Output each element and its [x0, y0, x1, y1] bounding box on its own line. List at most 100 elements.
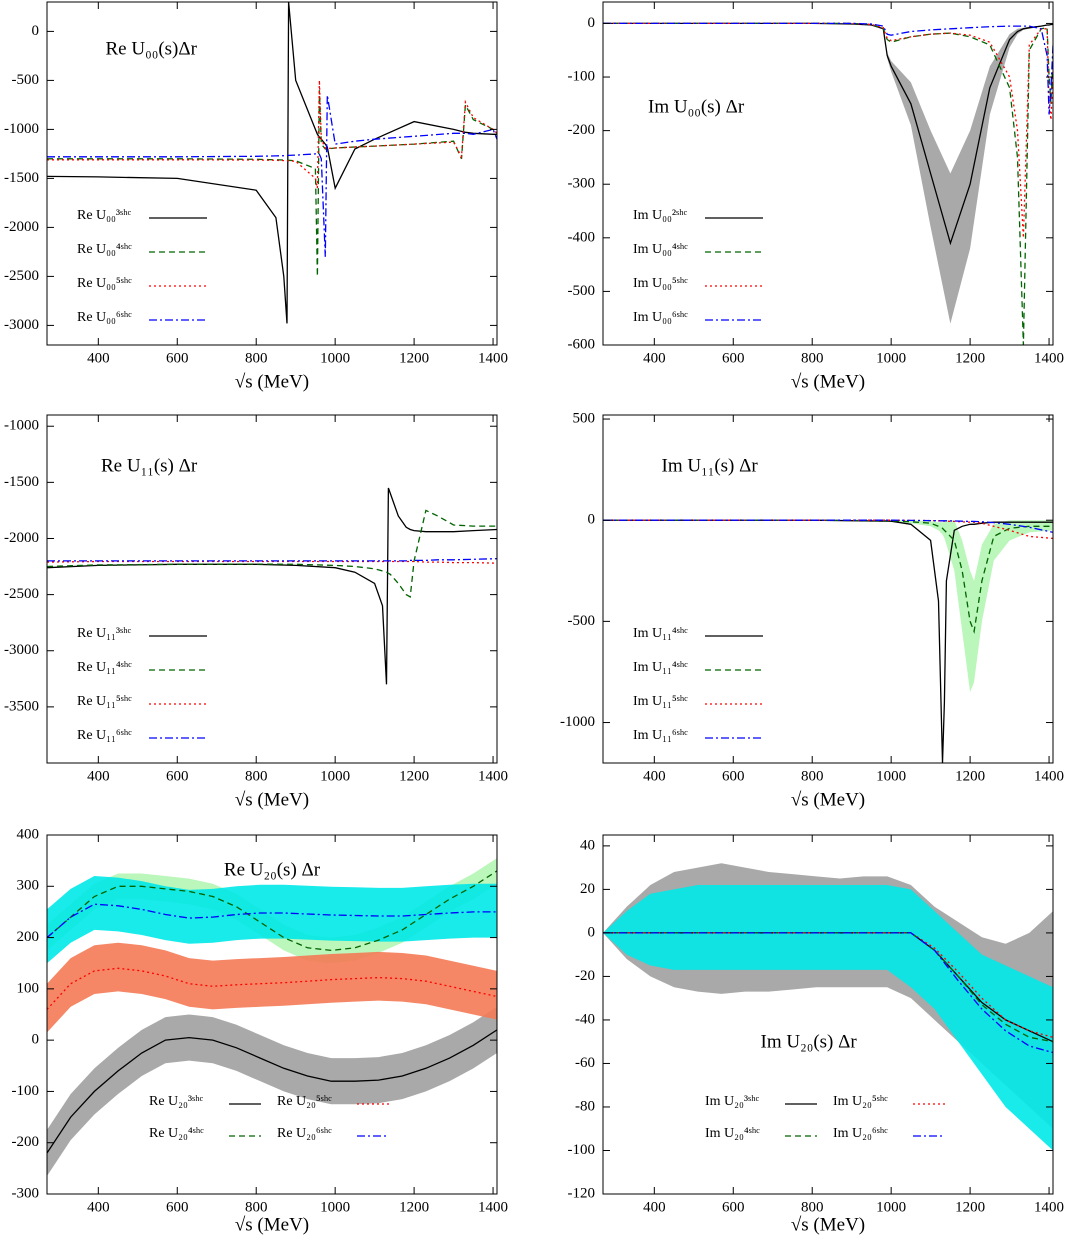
series-line — [603, 932, 1053, 1054]
y-tick-label: -500 — [568, 283, 596, 299]
x-tick-label: 1200 — [955, 1199, 985, 1215]
legend-label: Im U₁₁⁵ˢʰᶜ — [633, 694, 688, 709]
legend-label: Re U₀₀⁴ˢʰᶜ — [77, 242, 132, 257]
legend-label: Im U₂₀⁵ˢʰᶜ — [833, 1094, 888, 1109]
x-tick-label: 600 — [722, 350, 745, 366]
x-tick-label: 1200 — [399, 350, 429, 366]
x-tick-label: 600 — [166, 1199, 189, 1215]
series-line — [47, 509, 497, 598]
x-axis-label: √s (MeV) — [791, 789, 865, 810]
series-line — [47, 967, 497, 1010]
series-line — [47, 80, 497, 189]
legend-label: Im U₁₁⁴ˢʰᶜ — [633, 626, 688, 641]
x-tick-label: 1400 — [1034, 768, 1064, 784]
y-tick-label: 20 — [580, 881, 595, 897]
legend-label: Re U₂₀⁶ˢʰᶜ — [277, 1126, 332, 1141]
legend-label: Im U₁₁⁶ˢʰᶜ — [633, 728, 688, 743]
legend-label: Re U₁₁⁵ˢʰᶜ — [77, 694, 132, 709]
series-line — [47, 94, 497, 257]
y-tick-label: -1500 — [4, 474, 39, 490]
plot-area — [47, 487, 497, 685]
x-tick-label: 1000 — [320, 768, 350, 784]
y-tick-label: 400 — [17, 826, 40, 842]
x-tick-label: 600 — [166, 350, 189, 366]
x-tick-label: 800 — [801, 768, 824, 784]
x-tick-label: 400 — [643, 350, 666, 366]
x-tick-label: 1000 — [320, 350, 350, 366]
y-tick-label: 40 — [580, 837, 595, 853]
y-tick-label: -40 — [575, 1011, 595, 1027]
y-tick-label: -500 — [568, 613, 596, 629]
x-tick-label: 1000 — [320, 1199, 350, 1215]
y-tick-label: 200 — [17, 929, 40, 945]
x-tick-label: 1200 — [955, 350, 985, 366]
y-tick-label: -120 — [568, 1185, 596, 1201]
series-line — [603, 519, 1053, 533]
series-line — [603, 519, 1053, 634]
x-tick-label: 800 — [801, 1199, 824, 1215]
x-axis-label: √s (MeV) — [235, 789, 309, 810]
x-tick-label: 1400 — [478, 768, 508, 784]
legend-label: Im U₂₀⁴ˢʰᶜ — [705, 1126, 760, 1141]
y-tick-label: -60 — [575, 1055, 595, 1071]
x-axis-label: √s (MeV) — [235, 1214, 309, 1235]
series-line — [47, 903, 497, 939]
x-tick-label: 1200 — [399, 1199, 429, 1215]
plot-frame — [602, 834, 1054, 1195]
y-tick-label: -2000 — [4, 530, 39, 546]
x-tick-label: 1200 — [955, 768, 985, 784]
y-tick-label: -2000 — [4, 219, 39, 235]
y-tick-label: -1000 — [4, 121, 39, 137]
legend-label: Im U₂₀³ˢʰᶜ — [705, 1094, 760, 1109]
x-tick-label: 1400 — [478, 1199, 508, 1215]
panel-title: Im U₁₁(s) Δr — [662, 456, 759, 477]
y-tick-label: -400 — [568, 229, 596, 245]
x-tick-label: 600 — [166, 768, 189, 784]
y-tick-label: -80 — [575, 1098, 595, 1114]
y-tick-label: 300 — [17, 878, 40, 894]
plot-frame — [602, 414, 1054, 764]
y-tick-label: 0 — [588, 512, 596, 528]
plot-area — [603, 22, 1053, 345]
y-tick-label: -100 — [568, 68, 596, 84]
y-tick-label: 0 — [32, 23, 40, 39]
x-tick-label: 400 — [643, 1199, 666, 1215]
legend-label: Im U₁₁⁴ˢʰᶜ — [633, 660, 688, 675]
plot-area — [47, 858, 497, 1177]
x-tick-label: 800 — [801, 350, 824, 366]
x-axis-label: √s (MeV) — [235, 371, 309, 392]
panel-title: Re U₀₀(s)Δr — [106, 38, 198, 59]
x-tick-label: 400 — [87, 768, 110, 784]
plot-area — [603, 519, 1053, 763]
error-band — [603, 885, 1053, 1151]
y-tick-label: 0 — [588, 924, 596, 940]
legend-label: Im U₀₀⁴ˢʰᶜ — [633, 242, 688, 257]
series-line — [603, 22, 1053, 345]
legend-label: Im U₀₀²ˢʰᶜ — [633, 208, 688, 223]
plot-frame — [46, 834, 498, 1195]
y-tick-label: -500 — [12, 72, 40, 88]
plot-area — [47, 2, 497, 324]
y-tick-label: -100 — [12, 1083, 40, 1099]
x-tick-label: 400 — [87, 350, 110, 366]
x-tick-label: 1000 — [876, 350, 906, 366]
y-tick-label: 0 — [32, 1032, 40, 1048]
x-tick-label: 600 — [722, 1199, 745, 1215]
y-tick-label: -1000 — [560, 714, 595, 730]
x-tick-label: 400 — [643, 768, 666, 784]
x-tick-label: 1400 — [1034, 350, 1064, 366]
series-line — [47, 90, 497, 277]
panel-title: Im U₀₀(s) Δr — [648, 97, 745, 118]
x-axis-label: √s (MeV) — [791, 1214, 865, 1235]
plot-frame — [602, 1, 1054, 346]
legend-label: Re U₁₁⁴ˢʰᶜ — [77, 660, 132, 675]
legend-label: Im U₀₀⁵ˢʰᶜ — [633, 276, 688, 291]
y-tick-label: -2500 — [4, 586, 39, 602]
x-tick-label: 800 — [245, 350, 268, 366]
error-band — [47, 1006, 497, 1177]
plot-area — [603, 863, 1053, 1151]
y-tick-label: -3000 — [4, 317, 39, 333]
error-band — [47, 942, 497, 1033]
y-tick-label: 500 — [573, 410, 596, 426]
